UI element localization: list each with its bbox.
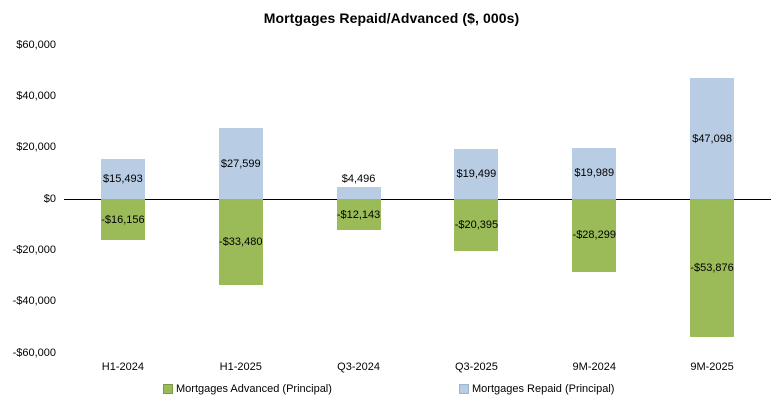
bar-repaid: [336, 187, 381, 199]
bar-value-label: $19,989: [574, 167, 615, 180]
bar-advanced: [690, 199, 735, 338]
bar-repaid: [218, 128, 263, 199]
y-axis-tick-label: $0: [43, 192, 56, 205]
y-axis-tick-label: $20,000: [16, 141, 56, 154]
legend-entry-repaid: Mortgages Repaid (Principal): [459, 381, 614, 397]
bar-repaid: [690, 78, 735, 199]
bar-value-label: -$53,876: [690, 262, 734, 275]
bar-value-label: -$28,299: [572, 229, 616, 242]
x-axis-category-label: H1-2025: [219, 361, 262, 373]
legend-swatch-repaid-icon: [459, 384, 469, 394]
x-axis-category-label: H1-2024: [101, 361, 145, 373]
x-axis-category-label: Q3-2025: [455, 361, 498, 373]
x-axis-category-label: 9M-2025: [690, 361, 734, 373]
bar-value-label: $19,499: [456, 167, 497, 180]
bar-value-label: -$33,480: [219, 235, 263, 248]
bar-advanced: [100, 199, 145, 241]
bar-repaid: [454, 148, 499, 199]
bar-value-label: -$16,156: [101, 213, 145, 226]
zero-axis-line: [64, 198, 771, 200]
y-axis-tick-label: $60,000: [16, 38, 56, 51]
legend: Mortgages Advanced (Principal) Mortgages…: [0, 381, 783, 399]
bar-repaid: [100, 159, 145, 199]
bar-value-label: $27,599: [220, 157, 261, 170]
y-axis-tick-label: -$40,000: [12, 295, 56, 308]
bar-value-label: $4,496: [341, 173, 376, 186]
x-axis-category-label: Q3-2024: [337, 361, 380, 373]
bar-value-label: $15,493: [103, 173, 143, 186]
y-axis-tick-label: -$20,000: [12, 243, 56, 256]
y-axis-tick-label: $40,000: [16, 89, 56, 102]
legend-swatch-advanced-icon: [163, 384, 173, 394]
bar-value-label: -$12,143: [336, 208, 381, 221]
legend-label-repaid: Mortgages Repaid (Principal): [472, 383, 615, 395]
bar-advanced: [454, 199, 499, 252]
legend-entry-advanced: Mortgages Advanced (Principal): [163, 381, 332, 397]
bar-advanced: [336, 199, 381, 231]
bar-repaid: [572, 147, 617, 199]
y-axis-tick-label: -$60,000: [12, 346, 56, 359]
legend-label-advanced: Mortgages Advanced (Principal): [176, 383, 332, 395]
bar-value-label: -$20,395: [454, 219, 499, 232]
x-axis-category-label: 9M-2024: [572, 361, 616, 373]
bar-advanced: [572, 199, 617, 272]
bar-value-label: $47,098: [692, 132, 732, 145]
bar-advanced: [218, 199, 263, 285]
chart-title: Mortgages Repaid/Advanced ($, 000s): [263, 10, 520, 26]
